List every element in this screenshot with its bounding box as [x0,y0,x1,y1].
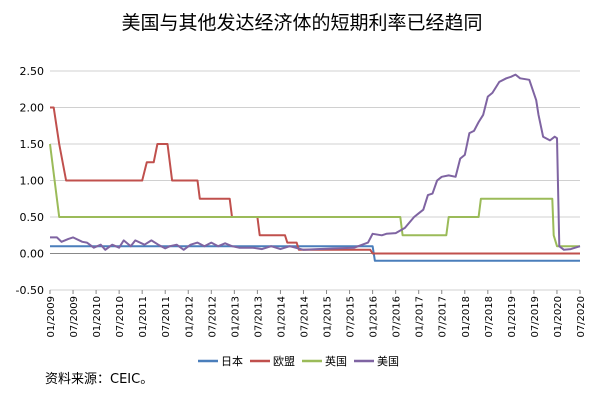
legend-label: 欧盟 [273,355,295,368]
x-tick-label: 01/2010 [92,296,103,338]
y-tick-label: 1.50 [20,138,45,151]
x-tick-label: 07/2016 [392,296,403,338]
x-tick-label: 07/2011 [161,296,172,338]
y-tick-label: 1.00 [20,175,45,188]
series-line-欧盟 [50,106,580,255]
x-tick-label: 07/2018 [484,296,495,338]
x-axis-ticks: 01/2009 07/2009 01/2010 07/2010 01/2011 07/20… [46,290,587,338]
x-tick-label: 07/2012 [207,296,218,338]
x-tick-label: 07/2010 [115,296,126,338]
x-tick-label: 01/2011 [138,296,149,338]
x-tick-label: 07/2013 [253,296,264,338]
legend-label: 英国 [325,354,347,368]
series-line-美国 [50,73,581,251]
x-tick-label: 01/2020 [553,296,564,338]
x-tick-label: 07/2020 [576,296,587,338]
x-tick-label: 01/2012 [184,296,195,338]
x-tick-label: 01/2015 [323,296,334,338]
source-note: 资料来源：CEIC。 [45,372,154,387]
x-tick-label: 07/2014 [299,296,310,338]
x-tick-label: 01/2016 [369,296,380,338]
legend-label: 日本 [221,354,243,368]
legend: 日本 欧盟 英国 美国 [198,354,399,368]
x-tick-label: 07/2009 [69,296,80,338]
y-tick-label: 2.50 [20,65,45,78]
y-axis-ticks: 2.50 2.00 1.50 1.00 0.50 0.00 -0.50 [16,65,44,297]
x-tick-label: 07/2017 [438,296,449,338]
x-tick-label: 01/2009 [46,296,57,338]
y-tick-label: 0.00 [20,248,45,261]
x-tick-label: 01/2019 [507,296,518,338]
y-tick-label: -0.50 [16,284,44,297]
x-tick-label: 01/2014 [276,296,287,338]
x-tick-label: 07/2019 [530,296,541,338]
x-tick-label: 01/2017 [415,296,426,338]
y-tick-label: 0.50 [20,211,45,224]
legend-label: 美国 [377,355,399,368]
x-tick-label: 01/2018 [461,296,472,338]
x-tick-label: 07/2015 [346,296,357,338]
series-line-英国 [49,143,580,248]
chart-title: 美国与其他发达经济体的短期利率已经趋同 [121,12,483,34]
y-tick-label: 2.00 [20,102,45,115]
series-lines [49,73,581,262]
x-tick-label: 01/2013 [230,296,241,338]
